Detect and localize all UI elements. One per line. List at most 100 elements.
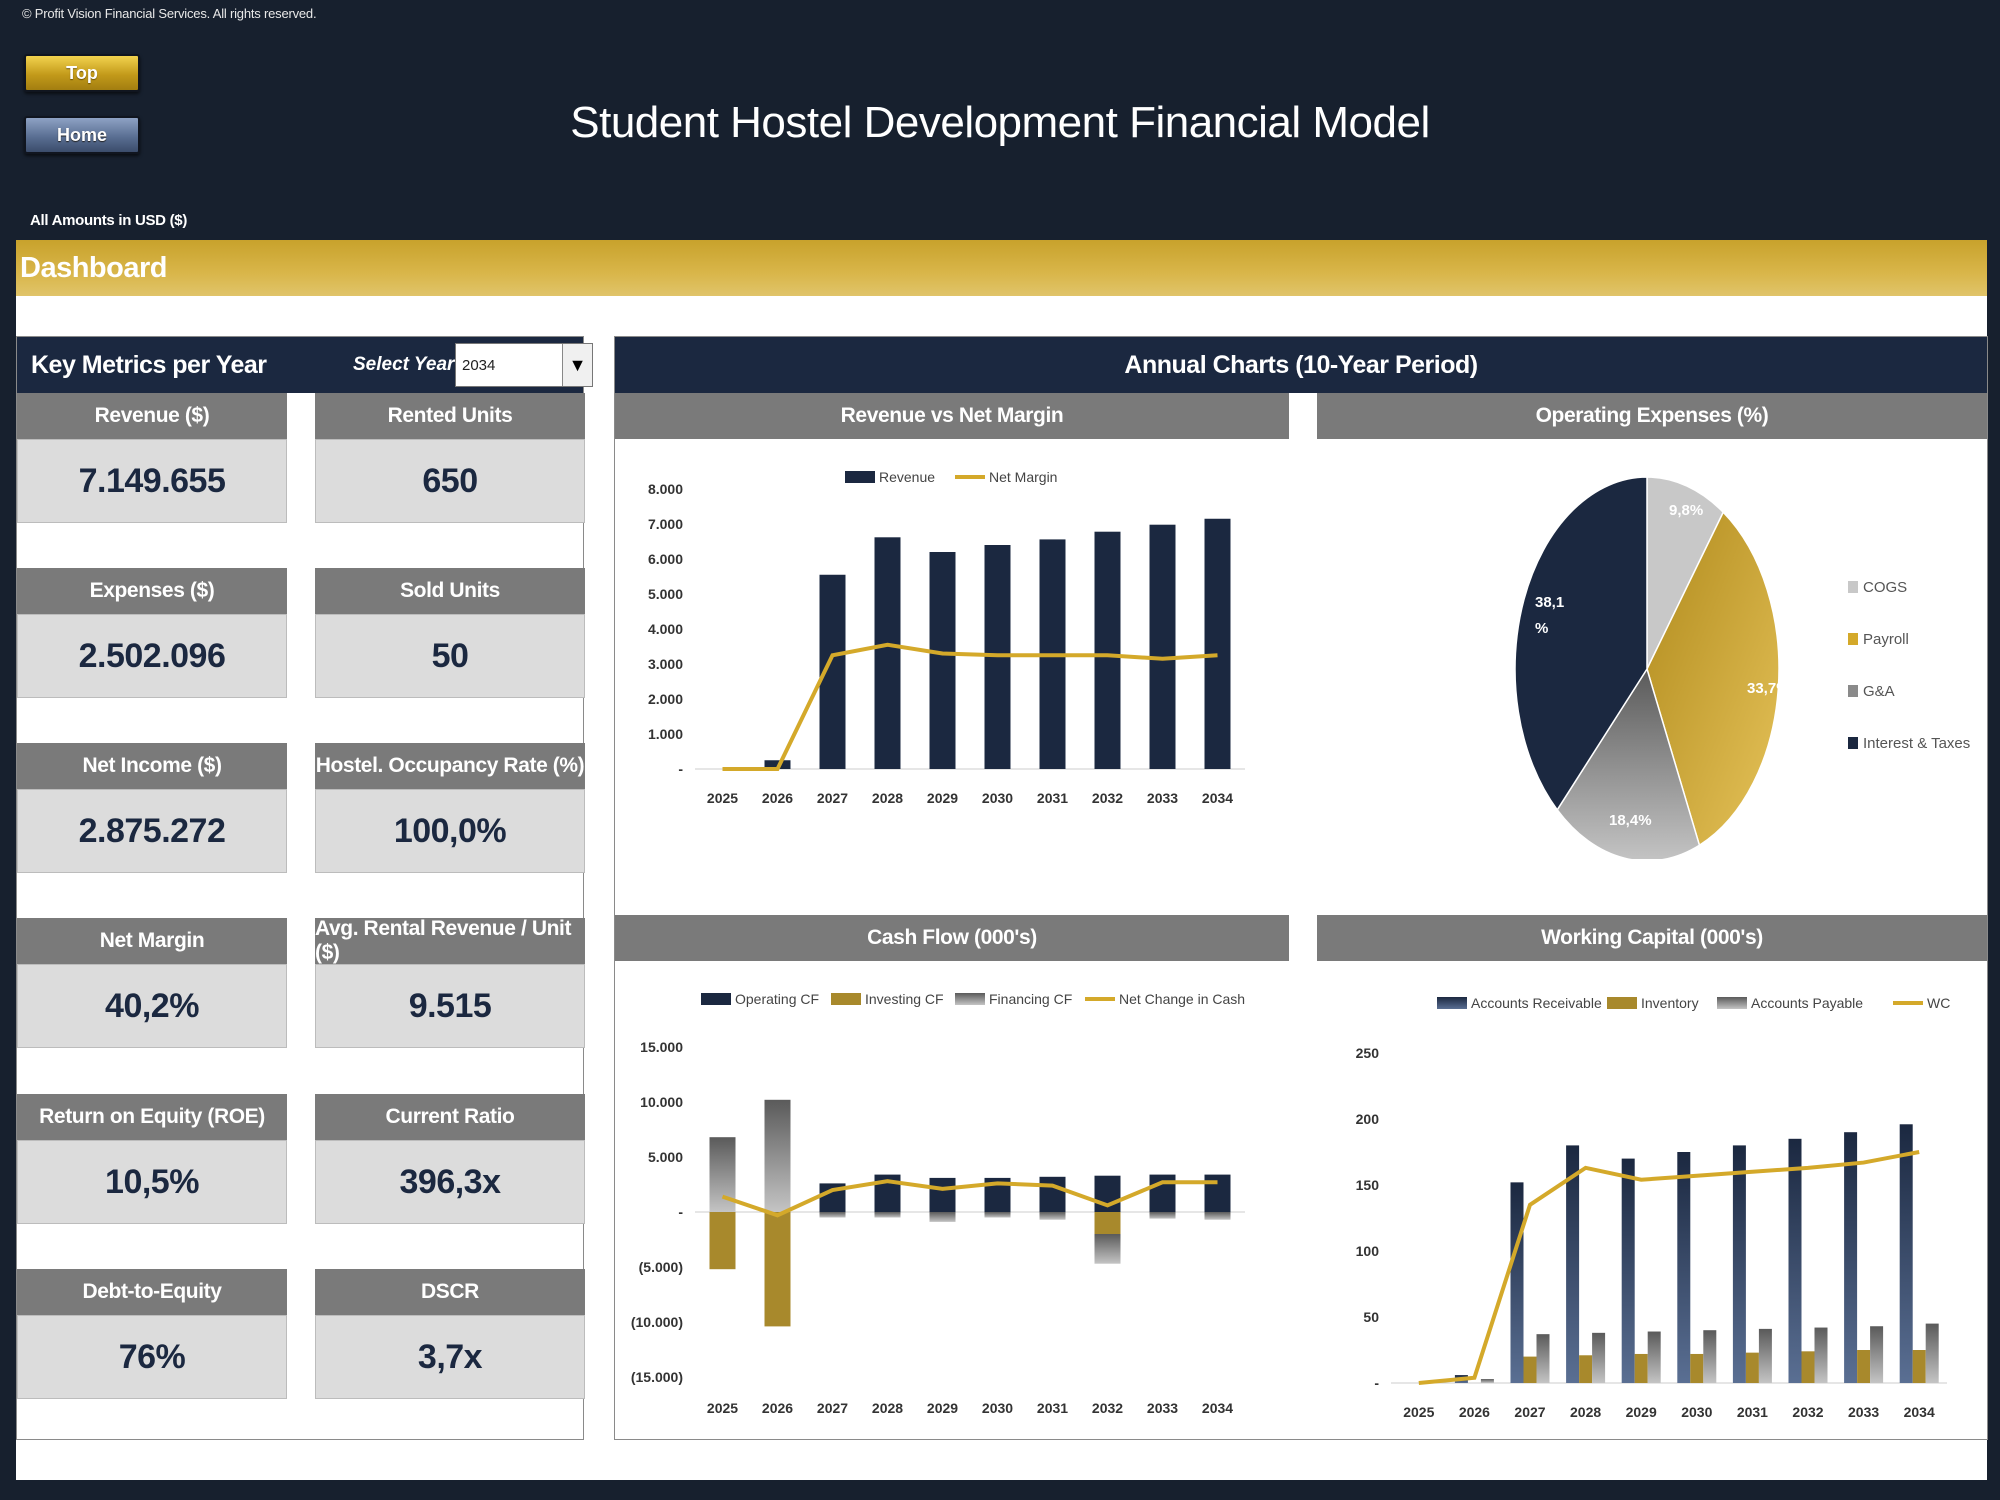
operating-cf-bar: [929, 1177, 956, 1212]
year-select[interactable]: 2034 ▼: [455, 343, 593, 387]
kpi-card: Debt-to-Equity 76%: [17, 1269, 287, 1399]
investing-cf-bar: [709, 1212, 736, 1270]
accounts-payable-bar: [1536, 1334, 1550, 1383]
financing-cf-bar: [1094, 1234, 1121, 1264]
pie-label-ga: 18,4%: [1609, 812, 1652, 829]
kpi-label: Rented Units: [315, 393, 585, 439]
kpi-value: 40,2%: [17, 964, 287, 1048]
accounts-receivable-bar: [1621, 1158, 1635, 1383]
page-title: Student Hostel Development Financial Mod…: [570, 98, 1430, 147]
kpi-label: Current Ratio: [315, 1094, 585, 1140]
x-tick-label: 2026: [1459, 1404, 1490, 1420]
kpi-label: Hostel. Occupancy Rate (%): [315, 743, 585, 789]
legend-label: WC: [1927, 995, 1950, 1011]
x-tick-label: 2032: [1092, 1400, 1123, 1416]
x-tick-label: 2034: [1202, 1400, 1233, 1416]
revenue-bar: [929, 552, 956, 769]
x-tick-label: 2025: [1403, 1404, 1434, 1420]
pie-legend-swatch: [1848, 737, 1858, 749]
kpi-card: Rented Units 650: [315, 393, 585, 523]
inventory-bar: [1523, 1356, 1537, 1383]
x-tick-label: 2034: [1904, 1404, 1935, 1420]
kpi-label: DSCR: [315, 1269, 585, 1315]
x-tick-label: 2025: [707, 790, 738, 806]
revenue-bar: [874, 537, 901, 769]
revenue-bar: [1204, 518, 1231, 769]
accounts-payable-bar: [1647, 1331, 1661, 1383]
kpi-label: Net Income ($): [17, 743, 287, 789]
pie-label-interest-line1: 38,1: [1535, 594, 1564, 611]
financing-cf-bar: [764, 1099, 791, 1212]
wc-chart-title: Working Capital (000's): [1317, 915, 1987, 961]
y-tick-label: -: [1374, 1375, 1379, 1391]
accounts-payable-bar: [1592, 1332, 1606, 1383]
pie-label-interest-line2: %: [1535, 620, 1548, 637]
accounts-receivable-bar: [1566, 1145, 1580, 1383]
home-button[interactable]: Home: [24, 116, 140, 154]
legend-label: Net Margin: [989, 469, 1057, 485]
pie-legend-swatch: [1848, 685, 1858, 697]
key-metrics-title: Key Metrics per Year: [31, 351, 267, 379]
y-tick-label: 2.000: [648, 691, 683, 707]
x-tick-label: 2027: [817, 1400, 848, 1416]
financing-cf-bar: [874, 1212, 901, 1218]
kpi-label: Revenue ($): [17, 393, 287, 439]
kpi-card: DSCR 3,7x: [315, 1269, 585, 1399]
x-tick-label: 2027: [817, 790, 848, 806]
kpi-value: 7.149.655: [17, 439, 287, 523]
inventory-bar: [1690, 1353, 1704, 1383]
legend-label: Revenue: [879, 469, 935, 485]
kpi-value: 2.502.096: [17, 614, 287, 698]
x-tick-label: 2025: [707, 1400, 738, 1416]
kpi-value: 396,3x: [315, 1140, 585, 1224]
inventory-bar: [1745, 1352, 1759, 1383]
pie-legend-swatch: [1848, 633, 1858, 645]
inventory-bar: [1634, 1353, 1648, 1383]
inventory-bar: [1912, 1350, 1926, 1383]
kpi-label: Avg. Rental Revenue / Unit ($): [315, 917, 585, 964]
x-tick-label: 2034: [1202, 790, 1233, 806]
y-tick-label: 4.000: [648, 621, 683, 637]
dashboard-header-band: Dashboard: [16, 240, 1987, 296]
y-tick-label: 10.000: [640, 1094, 683, 1110]
pie-slice-payroll: [1646, 510, 1780, 847]
pie-legend-swatch: [1848, 581, 1858, 593]
legend-swatch: [1607, 997, 1637, 1009]
kpi-card: Sold Units 50: [315, 568, 585, 698]
pie-legend-label: Interest & Taxes: [1863, 735, 1970, 752]
revenue-bar: [1149, 524, 1176, 769]
kpi-label: Expenses ($): [17, 568, 287, 614]
kpi-value: 50: [315, 614, 585, 698]
accounts-payable-bar: [1703, 1330, 1717, 1383]
net-margin-line: [722, 642, 1218, 771]
x-tick-label: 2026: [762, 1400, 793, 1416]
x-tick-label: 2029: [927, 790, 958, 806]
y-tick-label: 8.000: [648, 481, 683, 497]
selected-year-value: 2034: [462, 357, 496, 374]
pie-slice-cogs: [1646, 476, 1725, 670]
legend-swatch: [701, 993, 731, 1005]
y-tick-label: 15.000: [640, 1039, 683, 1055]
kpi-value: 9.515: [315, 964, 585, 1048]
kpi-card: Current Ratio 396,3x: [315, 1094, 585, 1224]
x-tick-label: 2032: [1792, 1404, 1823, 1420]
x-tick-label: 2028: [1570, 1404, 1601, 1420]
revenue-bar: [1094, 531, 1121, 769]
accounts-receivable-bar: [1899, 1124, 1913, 1383]
x-tick-label: 2033: [1147, 1400, 1178, 1416]
legend-label: Financing CF: [989, 991, 1072, 1007]
kpi-value: 3,7x: [315, 1315, 585, 1399]
y-tick-label: (15.000): [631, 1369, 683, 1385]
financing-cf-bar: [1039, 1212, 1066, 1220]
triangle-down-icon[interactable]: ▼: [562, 344, 592, 386]
top-button[interactable]: Top: [24, 54, 140, 92]
y-tick-label: 5.000: [648, 1149, 683, 1165]
x-tick-label: 2028: [872, 790, 903, 806]
financing-cf-bar: [1149, 1212, 1176, 1219]
legend-label: Operating CF: [735, 991, 819, 1007]
pie-slice-g-a: [1556, 667, 1701, 859]
legend-label: Net Change in Cash: [1119, 991, 1245, 1007]
x-tick-label: 2030: [982, 790, 1013, 806]
cashflow-chart-title: Cash Flow (000's): [615, 915, 1289, 961]
legend-swatch: [1437, 997, 1467, 1009]
